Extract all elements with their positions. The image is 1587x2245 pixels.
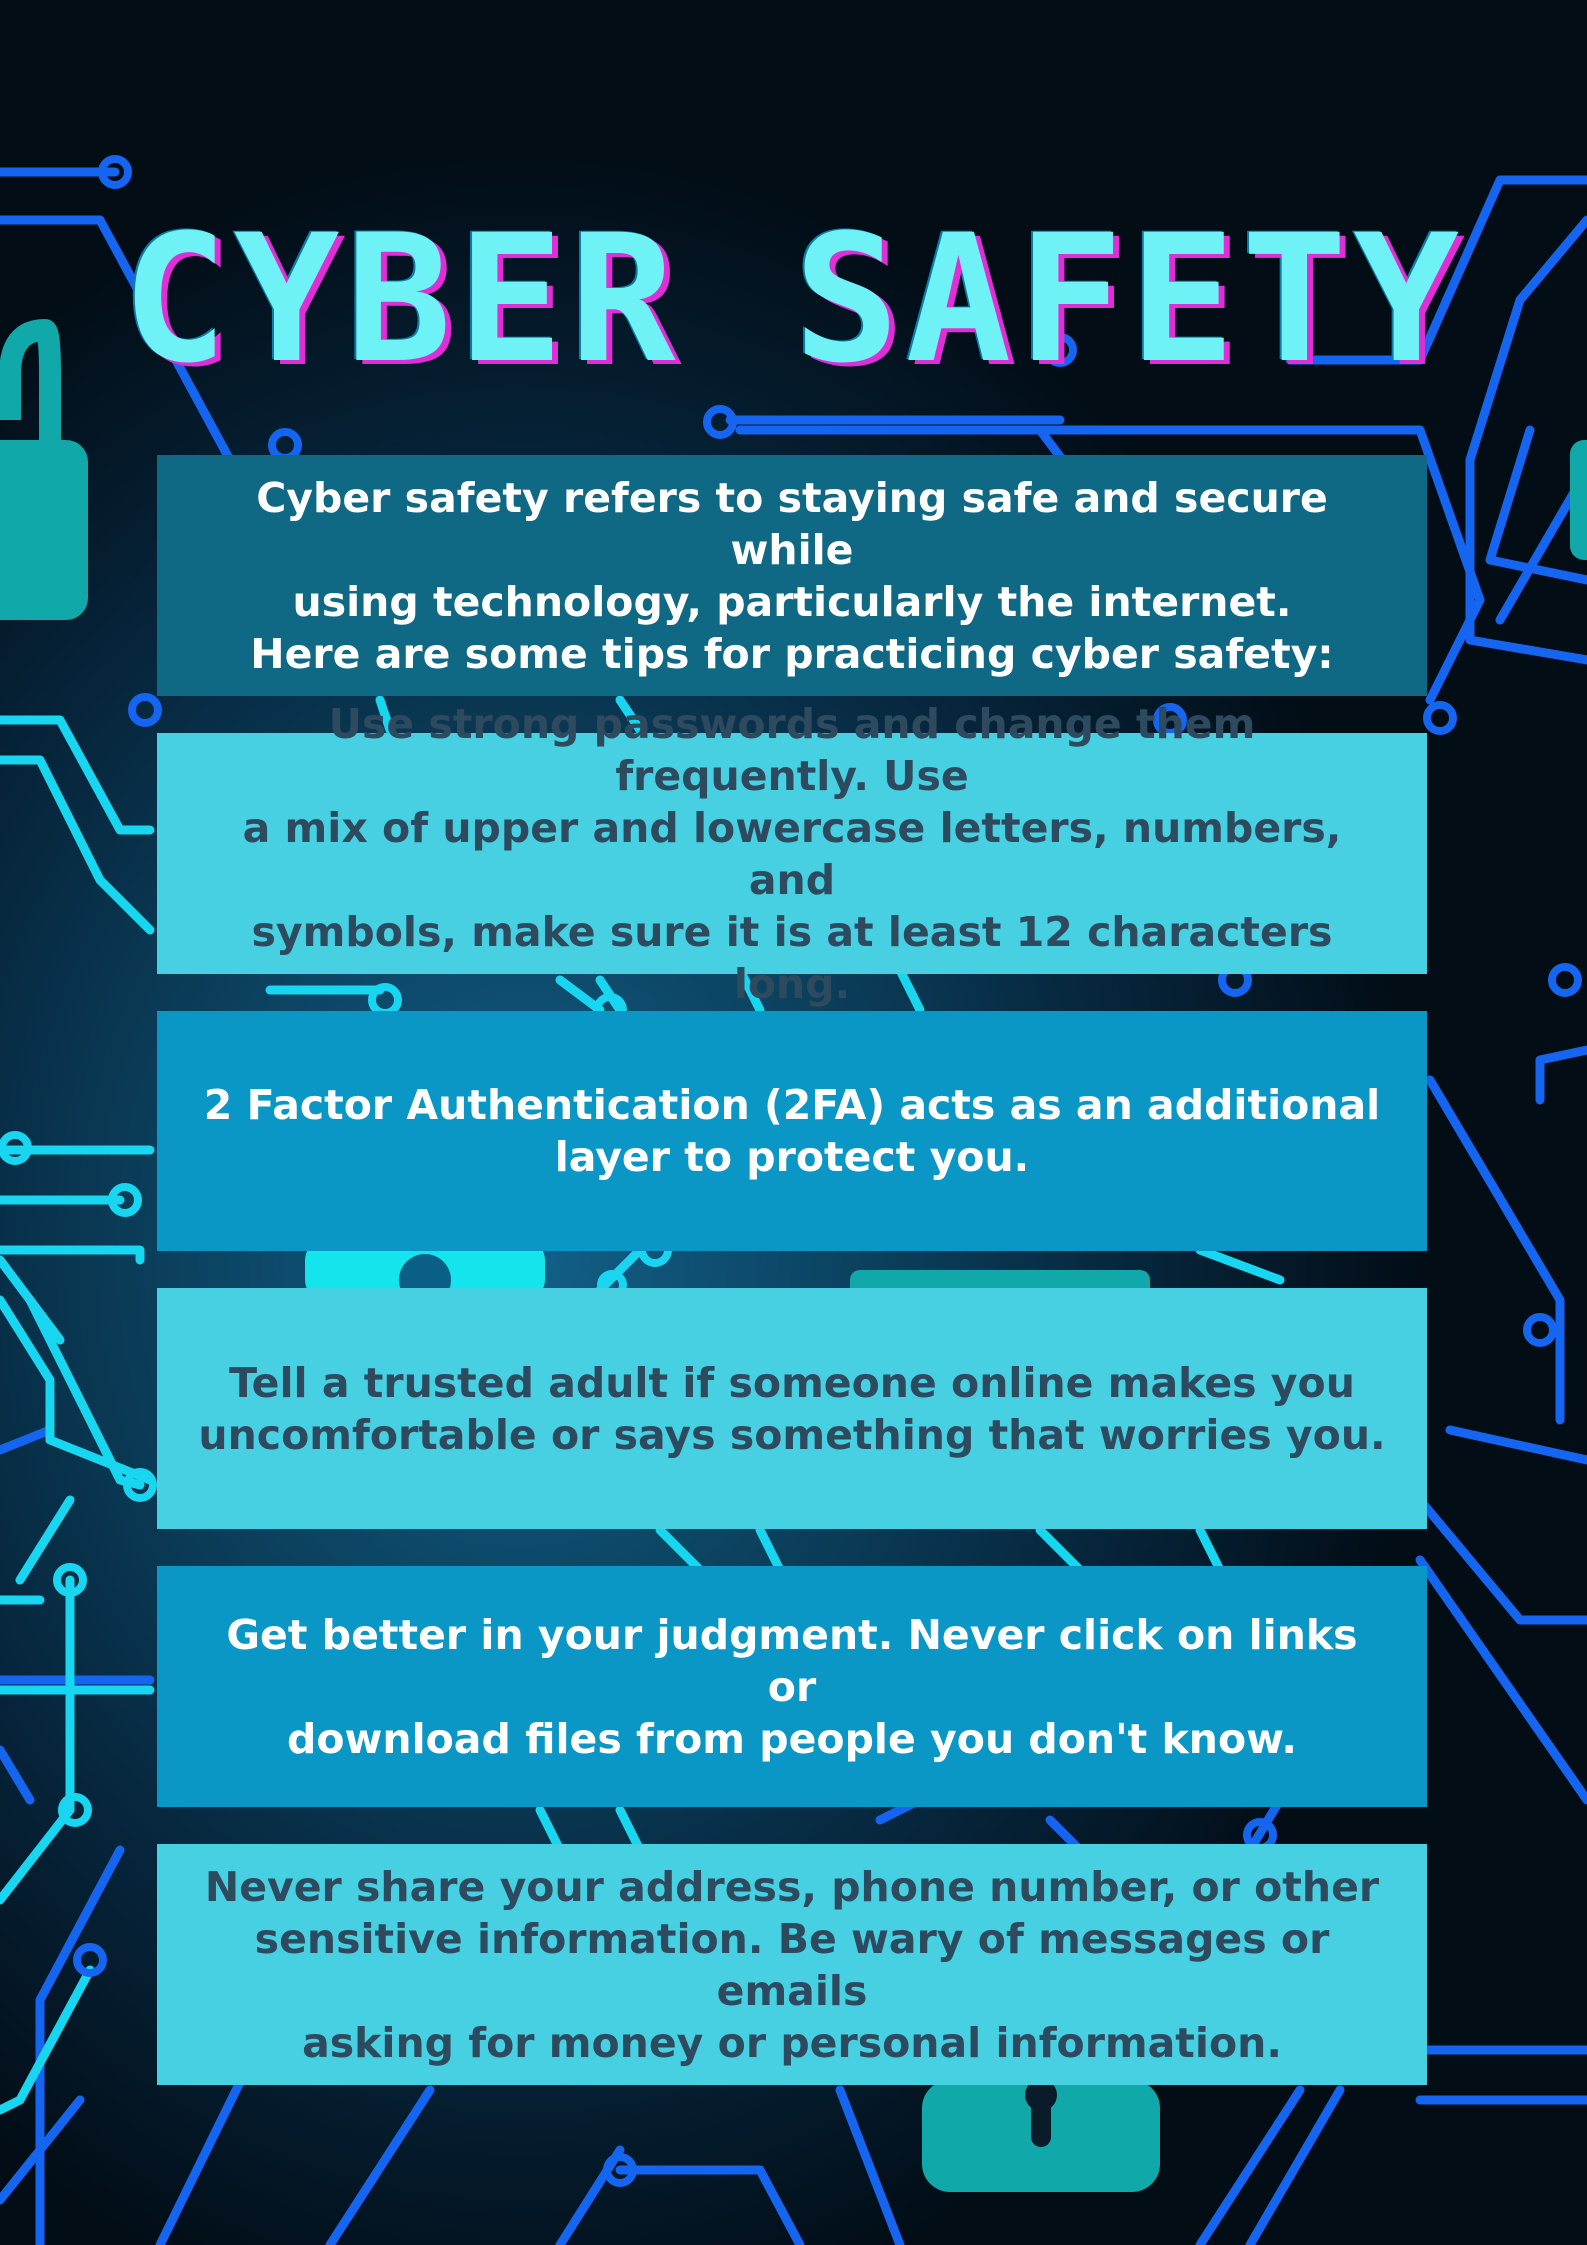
tip-judgment: Get better in your judgment. Never click… [157,1566,1427,1807]
tip-trusted-adult: Tell a trusted adult if someone online m… [157,1288,1427,1529]
intro-box: Cyber safety refers to staying safe and … [157,455,1427,696]
tip-strong-passwords: Use strong passwords and change them fre… [157,700,1427,1008]
poster-title: CYBER SAFETY [121,197,1466,402]
padlock-icon [0,318,88,620]
padlock-icon [1570,440,1587,560]
tip-personal-information: Never share your address, phone number, … [157,1844,1427,2085]
keyhole-padlock-icon [922,2079,1160,2192]
tip-two-factor-authentication: 2 Factor Authentication (2FA) acts as an… [157,1011,1427,1251]
